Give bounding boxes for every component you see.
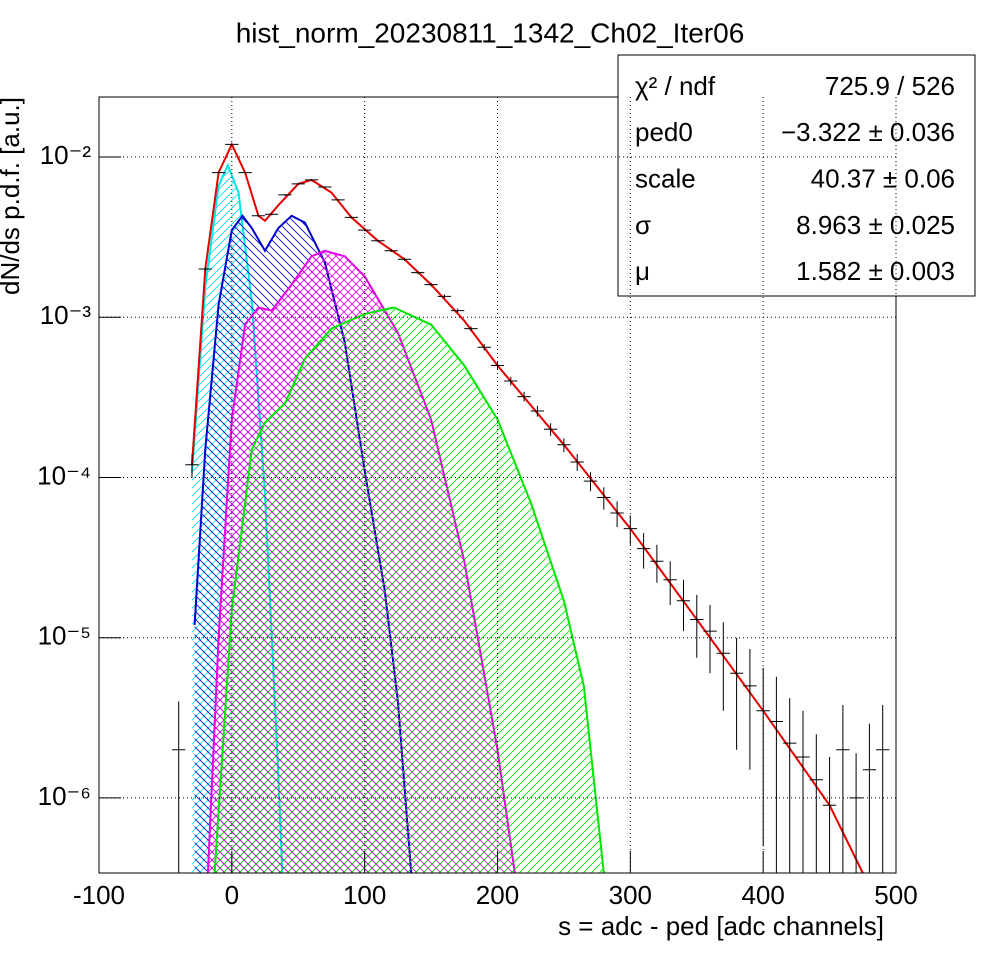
stats-label: ped0 [635,117,693,147]
stats-value: 725.9 / 526 [825,71,955,101]
data-point [530,405,544,417]
x-axis-label: s = adc - ped [adc channels] [558,911,884,941]
x-tick-label: 500 [874,880,917,910]
fit-curve [213,306,605,873]
data-point [211,171,226,174]
stats-frame [617,54,976,297]
data-point [291,183,305,185]
data-point [597,487,611,510]
data-point [265,213,279,216]
data-point [716,622,730,711]
data-point [371,239,385,242]
data-point [822,757,837,873]
data-point [583,472,598,492]
stats-value: −3.322 ± 0.036 [781,117,955,147]
data-point [477,344,491,351]
data-point [437,294,451,299]
y-tick-label: 10⁻³ [40,300,92,330]
stats-box: χ² / ndf 725.9 / 526 ped0 −3.322 ± 0.036 sca… [617,54,976,297]
data-point [690,594,704,658]
y-tick-label: 10⁻⁵ [38,621,91,651]
data-point [451,308,465,313]
data-point [876,705,890,873]
stats-label: scale [635,163,696,193]
data-point [185,454,199,478]
x-tick-label: 100 [343,880,386,910]
stats-value: 1.582 ± 0.003 [796,256,955,286]
stats-label: μ [635,256,650,286]
data-point [809,734,823,873]
stats-value: 40.37 ± 0.06 [811,163,955,193]
data-point [424,282,438,287]
y-tick-label: 10⁻⁴ [37,460,91,490]
data-point [172,701,186,873]
y-tick-label: 10⁻⁶ [38,781,91,811]
data-point [650,544,664,583]
chart-title: hist_norm_20230811_1342_Ch02_Iter06 [236,17,745,48]
data-point [225,143,239,146]
data-point [703,605,717,674]
x-tick-label: 0 [225,880,239,910]
data-point [331,199,345,201]
data-point [623,515,637,545]
data-point [743,649,757,770]
data-point [610,501,624,528]
data-point [504,376,518,386]
data-point [637,533,651,569]
data-point [836,705,850,873]
data-point [783,698,797,873]
data-point [278,194,292,196]
x-tick-label: -100 [73,880,125,910]
y-axis-label: dN/ds p.d.f. [a.u.] [0,97,25,295]
data-point [676,579,691,632]
data-point [544,423,558,436]
x-tick-label: 200 [476,880,519,910]
stats-value: 8.963 ± 0.025 [796,210,955,240]
data-point [318,186,332,188]
data-point [397,257,412,261]
x-tick-label: 400 [741,880,784,910]
data-point [344,216,358,219]
data-point [557,438,571,453]
data-point [304,179,319,181]
y-tick-label: 10⁻² [40,140,92,170]
data-point [411,271,425,275]
stats-label: σ [635,210,651,240]
data-point [663,561,677,605]
x-tick-label: 300 [609,880,652,910]
data-point [251,214,265,217]
plot-area [172,142,890,873]
data-point [238,171,252,174]
data-point [517,391,531,402]
data-point [570,454,584,471]
data-point [198,267,212,272]
data-point [796,710,810,873]
data-point [862,723,877,873]
hatched-area [214,307,604,873]
data-point [730,637,744,750]
data-point [384,249,398,253]
data-point [769,676,784,873]
data-point [464,326,478,332]
stats-label: χ² / ndf [635,71,716,101]
